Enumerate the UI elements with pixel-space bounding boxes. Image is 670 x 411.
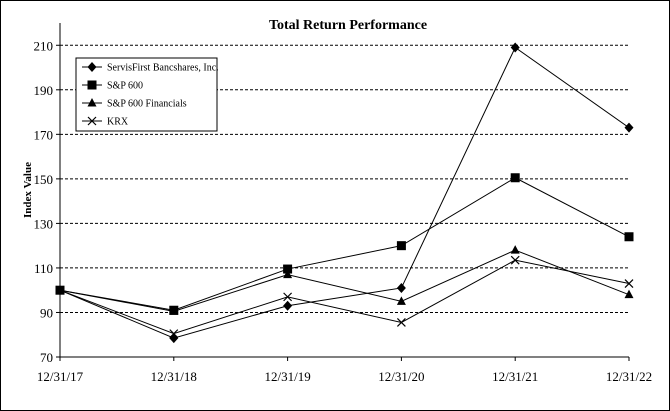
y-tick-label: 90 xyxy=(40,305,53,320)
legend-box xyxy=(75,57,218,132)
legend-entry: S&P 600 xyxy=(107,81,143,92)
legend-marker xyxy=(87,116,97,126)
y-tick-label: 130 xyxy=(34,216,54,231)
y-tick-labels: 70 90 110 130 150 170 190 210 xyxy=(34,38,54,365)
series-line-2 xyxy=(59,249,630,312)
x-tick-labels: 12/31/17 12/31/18 12/31/19 12/31/20 12/31/21… xyxy=(37,369,652,384)
series-lines xyxy=(55,42,634,344)
data-point xyxy=(169,306,179,315)
x-tick-label: 12/31/19 xyxy=(264,369,310,384)
data-point xyxy=(169,329,179,339)
data-point xyxy=(55,285,65,295)
x-tick-label: 12/31/21 xyxy=(492,369,538,384)
data-point xyxy=(396,318,406,327)
series-line-0 xyxy=(59,46,630,339)
x-tick-label: 12/31/22 xyxy=(606,369,652,384)
legend-marker xyxy=(87,98,97,107)
data-point xyxy=(283,292,293,302)
chart-title: Total Return Performance xyxy=(269,18,427,33)
legend-entry: ServisFirst Bancshares, Inc. xyxy=(107,63,219,74)
data-point xyxy=(510,173,520,183)
x-tick-label: 12/31/17 xyxy=(37,369,84,384)
data-point xyxy=(510,255,520,265)
data-point xyxy=(396,282,406,293)
series-line-3 xyxy=(59,259,630,335)
data-point xyxy=(283,264,293,274)
legend-marker xyxy=(87,80,97,90)
legend-entry: S&P 600 Financials xyxy=(107,99,187,110)
x-tick-label: 12/31/18 xyxy=(151,369,197,384)
x-tick-label: 12/31/20 xyxy=(378,369,424,384)
series-line-1 xyxy=(59,177,630,311)
data-point xyxy=(624,289,634,299)
y-tick-label: 210 xyxy=(34,38,54,53)
axes xyxy=(56,23,630,361)
data-point xyxy=(624,232,634,242)
data-point xyxy=(510,42,520,53)
y-tick-label: 110 xyxy=(34,261,53,276)
y-tick-label: 70 xyxy=(40,350,53,365)
data-point xyxy=(624,122,634,133)
data-point xyxy=(396,241,406,251)
data-point xyxy=(396,296,406,305)
data-point xyxy=(283,300,293,311)
legend-marker xyxy=(87,62,97,72)
data-point xyxy=(169,333,179,344)
data-point xyxy=(283,269,293,279)
legend: ServisFirst Bancshares, Inc. S&P 600 S&P 6… xyxy=(75,57,219,132)
data-point xyxy=(624,279,634,288)
legend-entry: KRX xyxy=(107,117,129,128)
y-axis-label: Index Value xyxy=(22,162,34,218)
y-tick-label: 190 xyxy=(34,83,54,98)
y-tick-label: 150 xyxy=(34,172,54,187)
y-tick-label: 170 xyxy=(34,127,54,142)
data-point xyxy=(510,245,520,254)
